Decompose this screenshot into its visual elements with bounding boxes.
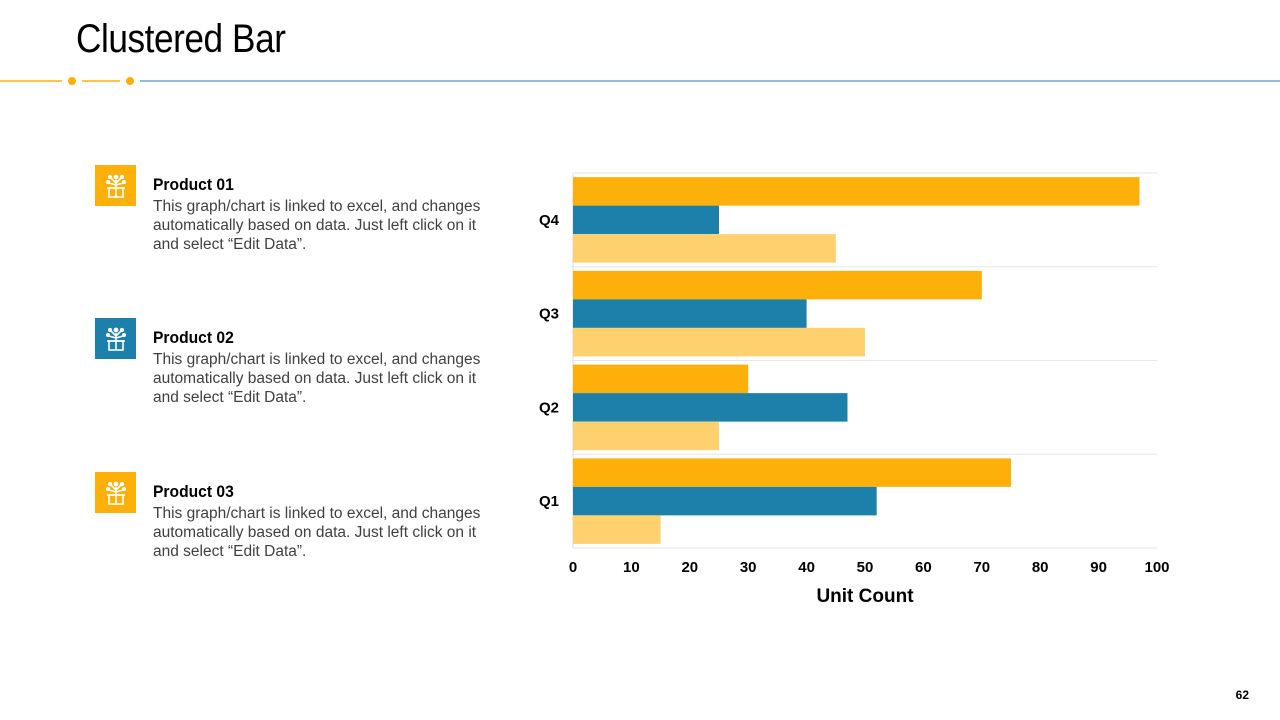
product-03-description: This graph/chart is linked to excel, and…: [153, 505, 481, 560]
product-01-title: Product 01: [153, 175, 234, 194]
x-tick-label: 80: [1032, 559, 1049, 576]
x-tick-label: 20: [681, 559, 698, 576]
bar-q2-series-3: [573, 421, 719, 451]
clustered-bar-chart: Q1 Q2 Q3 Q4 0 10 20 30 40 50 60 70 80 90 100 Unit Count: [539, 172, 1170, 607]
x-tick-label: 60: [915, 559, 932, 576]
page-number: 62: [1235, 688, 1249, 702]
product-01-block: Product 01 This graph/chart is linked to…: [95, 165, 515, 265]
x-tick-label: 10: [623, 559, 640, 576]
bar-q1-series-1: [573, 458, 1011, 487]
bar-q1-series-2: [573, 486, 877, 516]
x-tick-label: 100: [1144, 559, 1169, 576]
product-02-icon-box: [95, 318, 136, 359]
x-tick-label: 90: [1090, 559, 1107, 576]
bar-q2-series-2: [573, 393, 848, 422]
product-01-description: This graph/chart is linked to excel, and…: [153, 198, 481, 253]
x-tick-label: 50: [857, 559, 874, 576]
product-02-description: This graph/chart is linked to excel, and…: [153, 351, 481, 406]
x-tick-label: 70: [973, 559, 990, 576]
y-tick-label: Q2: [539, 399, 559, 416]
gift-box-icon: [105, 481, 126, 505]
bar-q3-series-1: [573, 270, 982, 300]
bar-q4-series-1: [573, 177, 1140, 206]
bar-q2-series-1: [573, 364, 749, 394]
y-tick-label: Q4: [539, 212, 560, 229]
bar-q3-series-2: [573, 299, 807, 328]
y-tick-label: Q3: [539, 306, 559, 323]
bar-q3-series-3: [573, 327, 865, 357]
x-tick-label: 0: [569, 559, 577, 576]
header-divider: [0, 77, 1280, 85]
y-tick-label: Q1: [539, 493, 559, 510]
x-axis-title: Unit Count: [816, 586, 914, 607]
x-tick-label: 30: [740, 559, 757, 576]
bar-q1-series-3: [573, 515, 661, 544]
product-03-block: Product 03 This graph/chart is linked to…: [95, 472, 515, 572]
x-tick-label: 40: [798, 559, 815, 576]
bar-q4-series-2: [573, 205, 719, 235]
gift-box-icon: [105, 174, 126, 198]
product-02-block: Product 02 This graph/chart is linked to…: [95, 318, 515, 418]
page-title: Clustered Bar: [76, 17, 286, 61]
product-03-icon-box: [95, 472, 136, 513]
product-01-icon-box: [95, 165, 136, 206]
product-03-title: Product 03: [153, 482, 234, 501]
product-02-title: Product 02: [153, 328, 234, 347]
gift-box-icon: [105, 327, 126, 351]
bar-q4-series-3: [573, 234, 836, 263]
